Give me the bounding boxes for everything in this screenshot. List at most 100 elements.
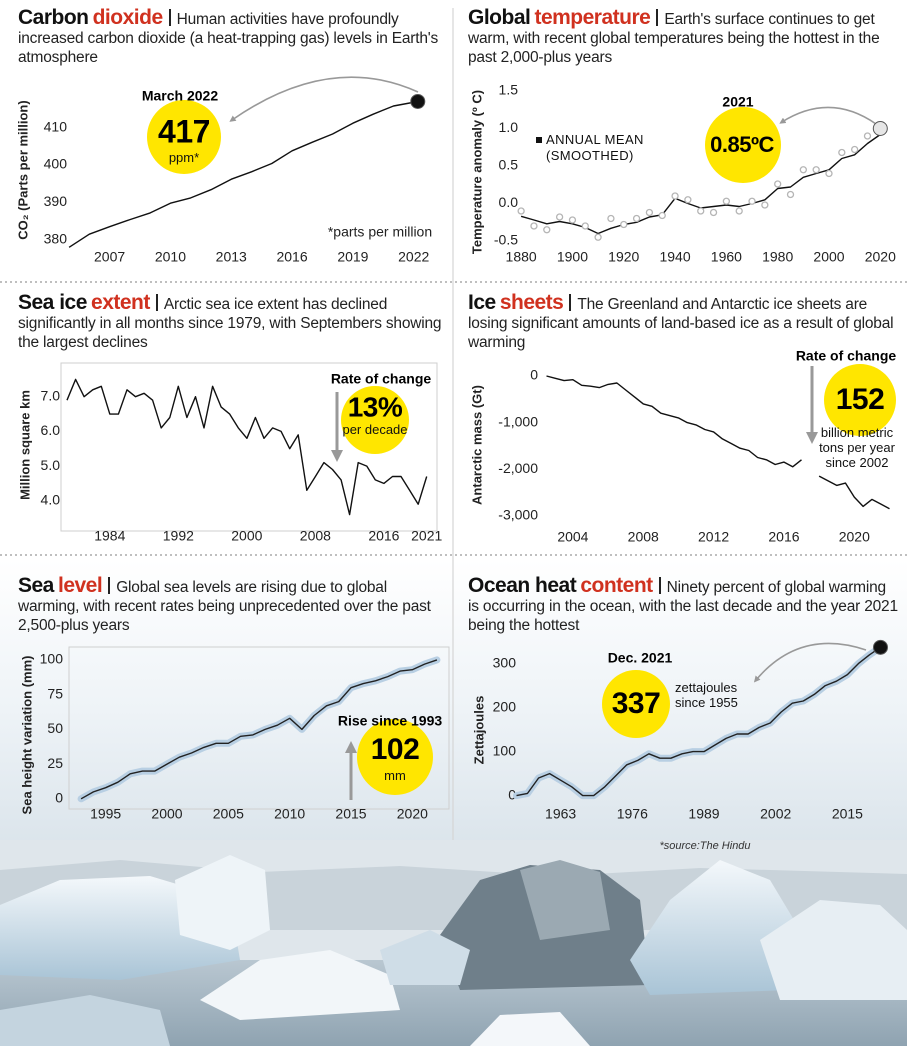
y-tick-label: -0.5 xyxy=(494,232,518,248)
panel-title: Global xyxy=(468,6,531,29)
x-tick-label: 2005 xyxy=(213,806,244,822)
x-tick-label: 2022 xyxy=(398,249,429,265)
y-tick-label: 25 xyxy=(47,755,63,771)
series-line xyxy=(80,659,438,800)
panel-subtitle: Earth's surface continues to get warm, w… xyxy=(468,11,880,66)
y-tick-label: 100 xyxy=(40,651,64,667)
x-tick-label: 2013 xyxy=(216,249,247,265)
x-tick-label: 2008 xyxy=(628,529,659,545)
callout-circle xyxy=(602,670,670,738)
panel-title: Carbon xyxy=(18,6,89,29)
data-point xyxy=(568,216,577,224)
y-axis-title: CO₂ (Parts per million) xyxy=(15,100,30,239)
data-point xyxy=(812,166,820,174)
panel-title: Sea ice xyxy=(18,291,87,314)
y-tick-label: 410 xyxy=(44,118,68,134)
callout-sub: per decade xyxy=(342,422,408,437)
x-tick-label: 2015 xyxy=(832,806,863,822)
callout-sub: mm xyxy=(384,768,406,783)
title-separator xyxy=(168,9,171,26)
data-point xyxy=(555,213,564,221)
x-tick-label: 1992 xyxy=(163,528,194,544)
y-tick-label: -3,000 xyxy=(498,506,538,522)
data-point xyxy=(671,192,679,200)
data-point xyxy=(709,208,718,217)
x-tick-label: 2004 xyxy=(557,529,588,545)
x-tick-label: 1920 xyxy=(608,249,639,265)
panel-title-accent: temperature xyxy=(534,6,651,29)
x-tick-label: 2010 xyxy=(155,249,186,265)
y-axis-title: Temperature anomaly (º C) xyxy=(469,90,484,254)
callout-circle xyxy=(357,719,433,795)
x-tick-label: 2007 xyxy=(94,249,125,265)
data-point xyxy=(774,180,782,188)
data-point xyxy=(607,214,615,223)
y-tick-label: 100 xyxy=(493,742,517,758)
data-point xyxy=(850,145,859,154)
data-point xyxy=(684,196,692,204)
callout-label: March 2022 xyxy=(142,88,218,104)
x-tick-label: 1989 xyxy=(688,806,719,822)
panel-title-accent: extent xyxy=(91,291,150,314)
y-tick-label: 0.5 xyxy=(499,157,519,173)
x-tick-label: 2002 xyxy=(760,806,791,822)
x-tick-label: 1984 xyxy=(94,528,125,544)
callout-circle xyxy=(341,386,409,454)
y-tick-label: 400 xyxy=(44,156,68,172)
panel-header: Carbon dioxide Human activities have prof… xyxy=(18,6,450,67)
y-tick-label: 7.0 xyxy=(41,387,61,403)
y-tick-label: 1.0 xyxy=(499,119,519,135)
end-marker xyxy=(872,121,888,136)
title-separator xyxy=(658,577,661,594)
x-tick-label: 2020 xyxy=(839,529,870,545)
panel-title-accent: dioxide xyxy=(92,6,164,29)
callout-sub: ppm* xyxy=(168,150,200,165)
panel-subtitle: Human activities have profoundly increas… xyxy=(18,11,439,66)
callout-sub: billion metric tons per year since 2002 xyxy=(819,425,895,470)
panel-title-accent: sheets xyxy=(499,291,564,314)
legend-swatch xyxy=(536,137,542,143)
data-point xyxy=(658,211,666,220)
callout-arrow xyxy=(753,642,867,683)
callout-circle xyxy=(824,364,896,436)
x-tick-label: 2021 xyxy=(411,528,442,544)
chart-note: *parts per million xyxy=(328,224,432,240)
plot-frame xyxy=(60,362,438,532)
x-tick-label: 1980 xyxy=(762,249,793,265)
series-line xyxy=(66,378,428,516)
x-tick-label: 2000 xyxy=(151,806,182,822)
callout-sub: zettajoules since 1955 xyxy=(675,680,738,710)
y-tick-label: 6.0 xyxy=(41,422,61,438)
x-tick-label: 1960 xyxy=(711,249,742,265)
x-tick-label: 1976 xyxy=(617,806,648,822)
callout-value: 102 xyxy=(371,733,420,766)
data-point xyxy=(632,214,641,223)
end-marker xyxy=(872,639,888,655)
y-axis-title: Million square km xyxy=(17,390,32,500)
data-point xyxy=(697,207,705,215)
panel-header: Sea level Global sea levels are rising du… xyxy=(18,575,450,635)
y-axis-title: Zettajoules xyxy=(471,696,486,765)
x-tick-label: 2020 xyxy=(397,806,428,822)
y-tick-label: 4.0 xyxy=(41,491,61,507)
data-point xyxy=(735,207,743,215)
x-tick-label: 2016 xyxy=(368,528,399,544)
y-tick-label: 0 xyxy=(508,786,516,802)
callout-circle xyxy=(147,100,221,174)
x-tick-label: 2000 xyxy=(231,528,262,544)
callout-label: Rate of change xyxy=(796,348,897,364)
x-tick-label: 1940 xyxy=(659,249,690,265)
x-tick-label: 2010 xyxy=(274,806,305,822)
data-point xyxy=(838,148,846,157)
x-tick-label: 2016 xyxy=(276,249,307,265)
y-tick-label: -1,000 xyxy=(498,413,538,429)
panel-title: Ice xyxy=(468,291,496,314)
callout-label: Rise since 1993 xyxy=(338,713,443,729)
callout-arrow xyxy=(229,76,419,122)
glacier-photo xyxy=(0,840,907,1046)
x-tick-label: 2015 xyxy=(335,806,366,822)
plot-frame xyxy=(68,646,450,810)
panel-header: Ice sheets The Greenland and Antarctic ic… xyxy=(468,291,900,352)
callout-value: 13% xyxy=(348,391,403,422)
